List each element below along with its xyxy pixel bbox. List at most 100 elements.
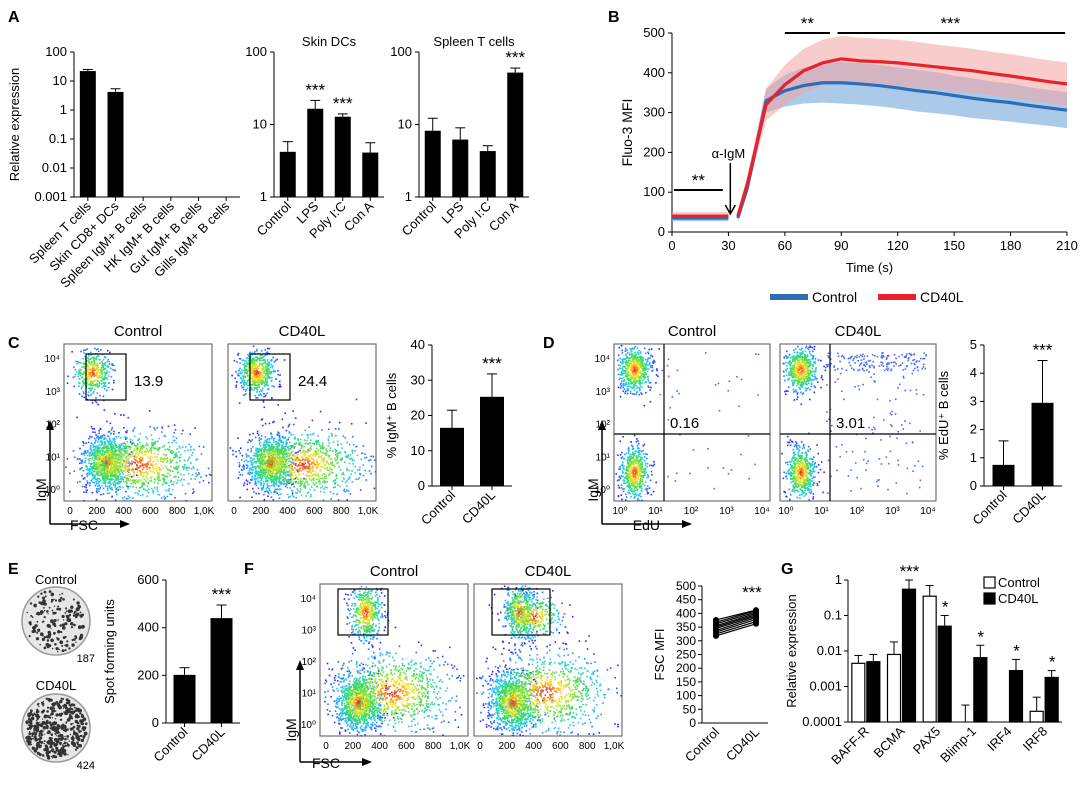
event-dot bbox=[90, 465, 92, 467]
event-dot bbox=[149, 448, 152, 451]
event-dot bbox=[110, 476, 112, 478]
event-dot bbox=[106, 457, 108, 459]
event-dot bbox=[341, 457, 343, 459]
event-dot bbox=[96, 479, 99, 482]
event-dot bbox=[88, 459, 90, 462]
event-dot bbox=[120, 463, 122, 466]
event-dot bbox=[120, 452, 123, 454]
event-dot bbox=[635, 376, 637, 379]
event-dot bbox=[279, 473, 281, 476]
event-dot bbox=[87, 454, 89, 457]
event-dot bbox=[251, 363, 254, 365]
event-dot bbox=[89, 463, 92, 465]
event-dot bbox=[82, 366, 85, 368]
event-dot bbox=[91, 402, 94, 404]
event-dot bbox=[309, 455, 312, 457]
event-dot bbox=[114, 449, 117, 451]
event-dot bbox=[325, 451, 327, 454]
event-dot bbox=[163, 479, 166, 482]
event-dot bbox=[304, 459, 306, 462]
event-dot bbox=[92, 366, 94, 368]
event-dot bbox=[288, 452, 290, 455]
event-dot bbox=[620, 385, 622, 387]
event-dot bbox=[297, 454, 299, 456]
event-dot bbox=[346, 468, 348, 470]
event-dot bbox=[266, 486, 269, 488]
event-dot bbox=[141, 471, 143, 473]
event-dot bbox=[253, 387, 255, 389]
event-dot bbox=[149, 477, 152, 480]
event-dot bbox=[102, 378, 105, 381]
event-dot bbox=[88, 366, 90, 369]
event-dot bbox=[146, 489, 149, 492]
event-dot bbox=[261, 389, 263, 392]
event-dot bbox=[351, 470, 353, 472]
event-dot bbox=[359, 466, 361, 469]
event-dot bbox=[260, 359, 263, 362]
event-dot bbox=[649, 364, 652, 367]
event-dot bbox=[259, 449, 262, 451]
event-dot bbox=[270, 433, 273, 435]
event-dot bbox=[98, 456, 101, 458]
event-dot bbox=[256, 391, 258, 393]
event-dot bbox=[305, 479, 308, 481]
event-dot bbox=[282, 447, 284, 450]
event-dot bbox=[130, 475, 133, 478]
event-dot bbox=[111, 364, 113, 366]
event-dot bbox=[277, 460, 279, 463]
event-dot bbox=[94, 457, 96, 460]
event-dot bbox=[121, 454, 123, 456]
event-dot bbox=[267, 477, 269, 479]
event-dot bbox=[305, 457, 307, 459]
event-dot bbox=[271, 376, 273, 379]
event-dot bbox=[112, 475, 115, 477]
event-dot bbox=[642, 369, 644, 372]
event-dot bbox=[251, 464, 254, 467]
event-dot bbox=[273, 485, 275, 487]
event-dot bbox=[258, 377, 260, 379]
event-dot bbox=[291, 490, 294, 492]
event-dot bbox=[133, 449, 135, 452]
event-dot bbox=[289, 495, 291, 498]
event-dot bbox=[283, 459, 285, 462]
event-dot bbox=[81, 376, 84, 378]
event-dot bbox=[100, 474, 102, 476]
event-dot bbox=[337, 444, 339, 447]
event-dot bbox=[311, 467, 314, 470]
event-dot bbox=[281, 476, 284, 478]
event-dot bbox=[265, 464, 267, 466]
event-dot bbox=[316, 466, 318, 468]
event-dot bbox=[284, 477, 286, 479]
event-dot bbox=[109, 351, 111, 354]
event-dot bbox=[318, 479, 321, 481]
event-dot bbox=[278, 481, 281, 484]
event-dot bbox=[334, 481, 337, 484]
event-dot bbox=[286, 452, 289, 455]
event-dot bbox=[96, 367, 99, 370]
event-dot bbox=[323, 488, 325, 490]
event-dot bbox=[122, 455, 124, 458]
event-dot bbox=[630, 357, 632, 359]
event-dot bbox=[319, 477, 321, 480]
event-dot bbox=[620, 382, 622, 385]
event-dot bbox=[245, 459, 247, 461]
event-dot bbox=[626, 349, 628, 351]
event-dot bbox=[149, 460, 152, 462]
event-dot bbox=[619, 361, 622, 363]
event-dot bbox=[309, 474, 311, 477]
event-dot bbox=[116, 493, 118, 496]
event-dot bbox=[80, 373, 83, 375]
event-dot bbox=[316, 461, 319, 464]
event-dot bbox=[328, 454, 331, 457]
event-dot bbox=[178, 451, 180, 453]
event-dot bbox=[185, 446, 187, 448]
event-dot bbox=[109, 440, 111, 442]
event-dot bbox=[243, 465, 245, 468]
event-dot bbox=[271, 471, 273, 473]
event-dot bbox=[107, 431, 110, 433]
event-dot bbox=[157, 473, 159, 476]
event-dot bbox=[263, 406, 266, 409]
event-dot bbox=[255, 375, 258, 377]
event-dot bbox=[260, 450, 262, 453]
event-dot bbox=[648, 368, 650, 370]
